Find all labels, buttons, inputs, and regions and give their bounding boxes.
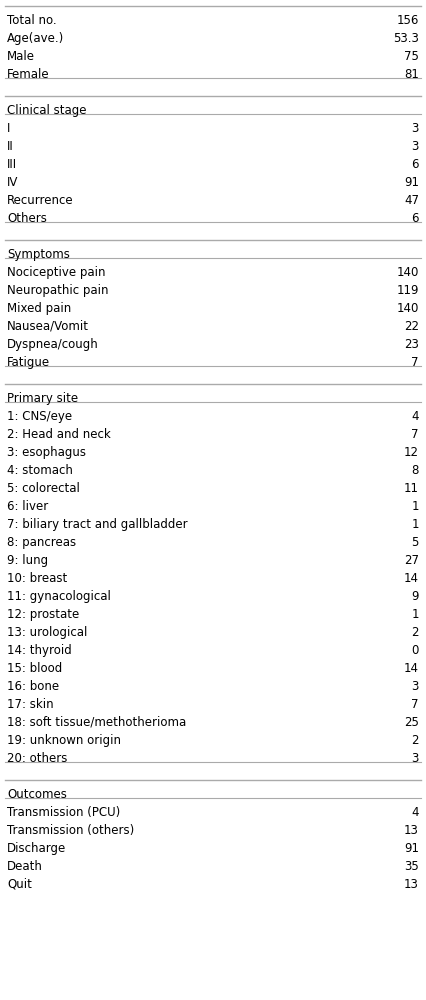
Text: 14: thyroid: 14: thyroid bbox=[7, 644, 72, 657]
Text: 8: pancreas: 8: pancreas bbox=[7, 536, 76, 549]
Text: 9: 9 bbox=[412, 590, 419, 603]
Text: 2: 2 bbox=[412, 626, 419, 639]
Text: 140: 140 bbox=[397, 302, 419, 315]
Text: 1: CNS/eye: 1: CNS/eye bbox=[7, 410, 72, 423]
Text: Symptoms: Symptoms bbox=[7, 248, 70, 261]
Text: 75: 75 bbox=[404, 50, 419, 63]
Text: 7: 7 bbox=[412, 428, 419, 441]
Text: 8: 8 bbox=[412, 464, 419, 477]
Text: 12: prostate: 12: prostate bbox=[7, 608, 79, 621]
Text: 3: 3 bbox=[412, 122, 419, 135]
Text: 3: 3 bbox=[412, 752, 419, 765]
Text: 25: 25 bbox=[404, 716, 419, 729]
Text: 13: urological: 13: urological bbox=[7, 626, 87, 639]
Text: 16: bone: 16: bone bbox=[7, 680, 59, 693]
Text: Total no.: Total no. bbox=[7, 14, 57, 27]
Text: Clinical stage: Clinical stage bbox=[7, 104, 86, 117]
Text: 14: 14 bbox=[404, 662, 419, 675]
Text: 53.3: 53.3 bbox=[393, 32, 419, 45]
Text: 14: 14 bbox=[404, 572, 419, 585]
Text: Transmission (others): Transmission (others) bbox=[7, 824, 134, 837]
Text: 1: 1 bbox=[412, 500, 419, 513]
Text: 91: 91 bbox=[404, 176, 419, 189]
Text: 1: 1 bbox=[412, 608, 419, 621]
Text: Death: Death bbox=[7, 860, 43, 873]
Text: III: III bbox=[7, 158, 17, 171]
Text: 3: 3 bbox=[412, 140, 419, 153]
Text: Female: Female bbox=[7, 68, 49, 81]
Text: 17: skin: 17: skin bbox=[7, 698, 54, 711]
Text: 47: 47 bbox=[404, 194, 419, 207]
Text: 19: unknown origin: 19: unknown origin bbox=[7, 734, 121, 747]
Text: Outcomes: Outcomes bbox=[7, 788, 67, 801]
Text: 156: 156 bbox=[397, 14, 419, 27]
Text: 6: liver: 6: liver bbox=[7, 500, 48, 513]
Text: 6: 6 bbox=[412, 212, 419, 225]
Text: 3: esophagus: 3: esophagus bbox=[7, 446, 86, 459]
Text: 22: 22 bbox=[404, 320, 419, 333]
Text: 4: stomach: 4: stomach bbox=[7, 464, 73, 477]
Text: 4: 4 bbox=[412, 806, 419, 819]
Text: II: II bbox=[7, 140, 14, 153]
Text: Nociceptive pain: Nociceptive pain bbox=[7, 266, 106, 279]
Text: Quit: Quit bbox=[7, 878, 32, 891]
Text: Neuropathic pain: Neuropathic pain bbox=[7, 284, 109, 297]
Text: 2: 2 bbox=[412, 734, 419, 747]
Text: 10: breast: 10: breast bbox=[7, 572, 67, 585]
Text: 15: blood: 15: blood bbox=[7, 662, 62, 675]
Text: 140: 140 bbox=[397, 266, 419, 279]
Text: 1: 1 bbox=[412, 518, 419, 531]
Text: IV: IV bbox=[7, 176, 18, 189]
Text: 7: 7 bbox=[412, 356, 419, 369]
Text: 7: biliary tract and gallbladder: 7: biliary tract and gallbladder bbox=[7, 518, 187, 531]
Text: Age(ave.): Age(ave.) bbox=[7, 32, 64, 45]
Text: Dyspnea/cough: Dyspnea/cough bbox=[7, 338, 99, 351]
Text: 12: 12 bbox=[404, 446, 419, 459]
Text: 13: 13 bbox=[404, 878, 419, 891]
Text: 119: 119 bbox=[397, 284, 419, 297]
Text: 18: soft tissue/methotherioma: 18: soft tissue/methotherioma bbox=[7, 716, 186, 729]
Text: 27: 27 bbox=[404, 554, 419, 567]
Text: Others: Others bbox=[7, 212, 47, 225]
Text: 3: 3 bbox=[412, 680, 419, 693]
Text: Recurrence: Recurrence bbox=[7, 194, 74, 207]
Text: 13: 13 bbox=[404, 824, 419, 837]
Text: 20: others: 20: others bbox=[7, 752, 67, 765]
Text: 91: 91 bbox=[404, 842, 419, 855]
Text: Mixed pain: Mixed pain bbox=[7, 302, 71, 315]
Text: 11: 11 bbox=[404, 482, 419, 495]
Text: 2: Head and neck: 2: Head and neck bbox=[7, 428, 111, 441]
Text: 11: gynacological: 11: gynacological bbox=[7, 590, 111, 603]
Text: 81: 81 bbox=[404, 68, 419, 81]
Text: Transmission (PCU): Transmission (PCU) bbox=[7, 806, 120, 819]
Text: Primary site: Primary site bbox=[7, 392, 78, 405]
Text: 35: 35 bbox=[404, 860, 419, 873]
Text: 0: 0 bbox=[412, 644, 419, 657]
Text: 7: 7 bbox=[412, 698, 419, 711]
Text: Nausea/Vomit: Nausea/Vomit bbox=[7, 320, 89, 333]
Text: 5: 5 bbox=[412, 536, 419, 549]
Text: Male: Male bbox=[7, 50, 35, 63]
Text: 9: lung: 9: lung bbox=[7, 554, 48, 567]
Text: 23: 23 bbox=[404, 338, 419, 351]
Text: Fatigue: Fatigue bbox=[7, 356, 50, 369]
Text: 4: 4 bbox=[412, 410, 419, 423]
Text: Discharge: Discharge bbox=[7, 842, 66, 855]
Text: 6: 6 bbox=[412, 158, 419, 171]
Text: 5: colorectal: 5: colorectal bbox=[7, 482, 80, 495]
Text: I: I bbox=[7, 122, 10, 135]
